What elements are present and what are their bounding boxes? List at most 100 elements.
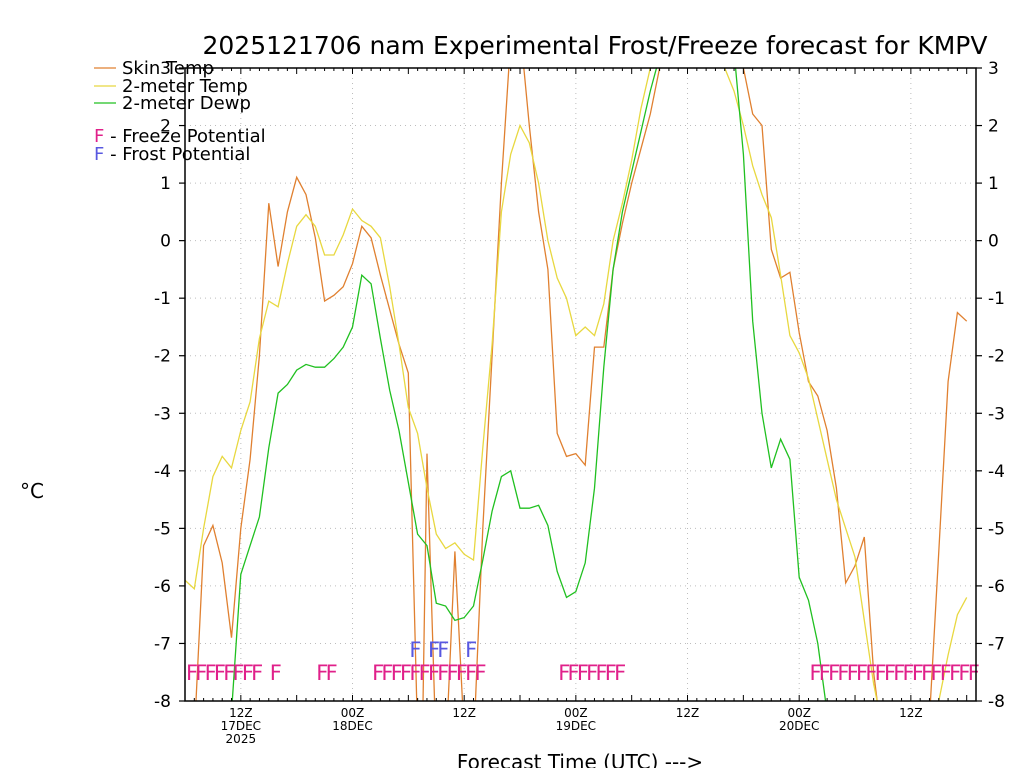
y-tick-label: -2	[154, 347, 171, 367]
y-tick-label: 2	[160, 117, 171, 137]
freeze-flag: F	[837, 661, 849, 685]
legend-label: F - Freeze Potential	[94, 126, 266, 147]
y-tick-label: -5	[154, 519, 171, 539]
freeze-flag: F	[930, 661, 942, 685]
y-tick-label-right: -5	[988, 519, 1005, 539]
freeze-flag: F	[205, 661, 217, 685]
y-tick-label: -4	[154, 462, 171, 482]
freeze-flag: F	[437, 661, 449, 685]
freeze-flag: F	[828, 661, 840, 685]
freeze-flag: F	[186, 661, 198, 685]
y-tick-label-right: -2	[988, 347, 1005, 367]
freeze-flag: F	[847, 661, 859, 685]
y-tick-label-right: -4	[988, 462, 1005, 482]
legend-label: 2-meter Temp	[122, 76, 248, 97]
y-tick-label: -8	[154, 692, 171, 712]
freeze-flag: F	[233, 661, 245, 685]
freeze-flag: F	[558, 661, 570, 685]
freeze-flag: F	[614, 661, 626, 685]
freeze-flag: F	[958, 661, 970, 685]
freeze-flag: F	[940, 661, 952, 685]
freeze-flag: F	[949, 661, 961, 685]
frost-flag: F	[437, 638, 449, 662]
legend-label: 2-meter Dewp	[122, 93, 251, 114]
freeze-flag: F	[819, 661, 831, 685]
freeze-flag: F	[605, 661, 617, 685]
freeze-flag: F	[419, 661, 431, 685]
freeze-flag: F	[865, 661, 877, 685]
freeze-flag: F	[568, 661, 580, 685]
freeze-flag: F	[195, 661, 207, 685]
y-tick-label-right: 1	[988, 174, 999, 194]
x-tick-label: 18DEC	[332, 719, 372, 733]
y-tick-label-right: -8	[988, 692, 1005, 712]
x-tick-label: 12Z	[452, 706, 476, 720]
freeze-flag: F	[921, 661, 933, 685]
y-tick-label: -7	[154, 634, 171, 654]
freeze-flag: F	[223, 661, 235, 685]
freeze-flag: F	[474, 661, 486, 685]
freeze-flag: F	[400, 661, 412, 685]
frost-flag: F	[465, 638, 477, 662]
freeze-flag: F	[447, 661, 459, 685]
y-tick-label-right: 2	[988, 117, 999, 137]
freeze-flag: F	[251, 661, 263, 685]
freeze-flag: F	[381, 661, 393, 685]
chart-title: 2025121706 nam Experimental Frost/Freeze…	[203, 31, 988, 60]
x-tick-label: 12Z	[676, 706, 700, 720]
y-tick-label-right: -7	[988, 634, 1005, 654]
legend-label: F - Frost Potential	[94, 144, 250, 165]
series-line-skin-temp	[195, 68, 968, 701]
freeze-flag: F	[456, 661, 468, 685]
freeze-flag: F	[912, 661, 924, 685]
freeze-flag: F	[391, 661, 403, 685]
y-tick-label-right: -3	[988, 404, 1005, 424]
frost-flag: F	[428, 638, 440, 662]
legend-label: Skin Temp	[122, 58, 214, 79]
x-tick-label: 00Z	[787, 706, 811, 720]
y-tick-label: 0	[160, 232, 171, 252]
y-tick-label: -6	[154, 577, 171, 597]
freeze-flag: F	[270, 661, 282, 685]
series-line-2-meter-temp	[185, 68, 968, 701]
freeze-flag: F	[409, 661, 421, 685]
freeze-flag: F	[884, 661, 896, 685]
x-tick-label: 12Z	[229, 706, 253, 720]
y-tick-label: 1	[160, 174, 171, 194]
freeze-flag: F	[326, 661, 338, 685]
freeze-flag: F	[856, 661, 868, 685]
x-tick-label: 00Z	[564, 706, 588, 720]
freeze-flag: F	[428, 661, 440, 685]
x-tick-label: 12Z	[899, 706, 923, 720]
freeze-flag: F	[586, 661, 598, 685]
y-tick-label-right: 0	[988, 232, 999, 252]
freeze-flag: F	[875, 661, 887, 685]
y-tick-label-right: 3	[988, 59, 999, 79]
y-axis: -8 -8 -7 -7 -6 -6 -5 -5 -4 -4 -3 -3 -2 -2 -1 -1 0 0 1 1 2 2 3 3	[154, 59, 1005, 712]
x-tick-label: 00Z	[341, 706, 365, 720]
freeze-flag: F	[968, 661, 980, 685]
x-tick-label: 17DEC	[221, 719, 261, 733]
x-tick-label: 20DEC	[779, 719, 819, 733]
freeze-flag: F	[809, 661, 821, 685]
plot-frame	[184, 67, 977, 702]
y-tick-label-right: -1	[988, 289, 1005, 309]
freeze-flag: F	[893, 661, 905, 685]
x-tick-label: 2025	[226, 732, 257, 746]
y-tick-label: -3	[154, 404, 171, 424]
grid	[185, 68, 976, 701]
freeze-flag: F	[465, 661, 477, 685]
y-tick-label-right: -6	[988, 577, 1005, 597]
freeze-flag: F	[595, 661, 607, 685]
series-layer	[185, 68, 968, 701]
freeze-flag: F	[903, 661, 915, 685]
x-tick-label: 19DEC	[556, 719, 596, 733]
series-line-2-meter-dewp	[231, 68, 827, 701]
y-axis-label: °C	[20, 479, 44, 503]
freeze-flag: F	[316, 661, 328, 685]
x-axis-label: Forecast Time (UTC) --->	[457, 750, 703, 768]
